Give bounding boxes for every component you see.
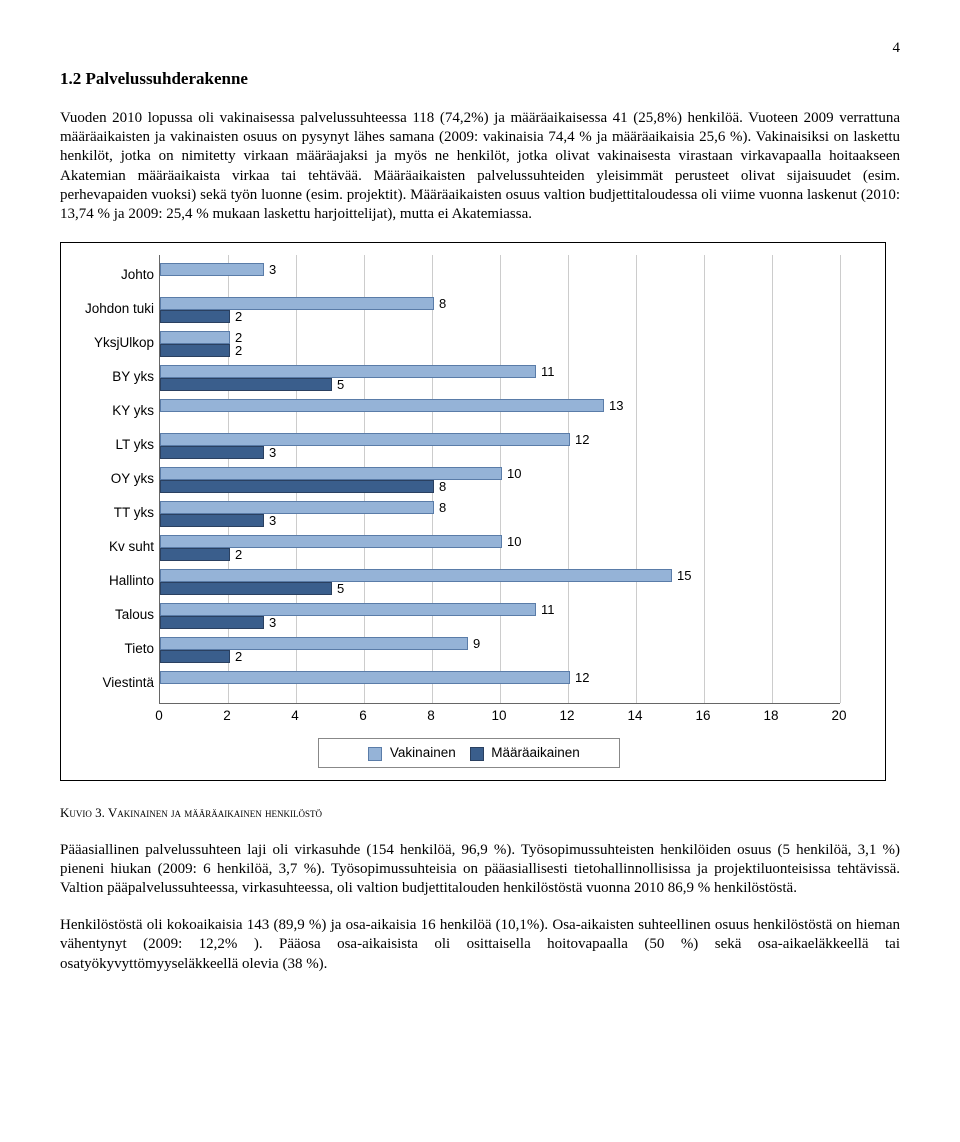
bar-value-label: 2 [229, 547, 242, 562]
chart-row: OY yks108 [160, 463, 840, 497]
bar-maaraaikainen: 3 [160, 446, 264, 459]
bar-maaraaikainen: 5 [160, 582, 332, 595]
bar-vakinainen: 8 [160, 501, 434, 514]
bar-vakinainen: 9 [160, 637, 468, 650]
page-number: 4 [60, 40, 900, 57]
bar-value-label: 3 [263, 615, 276, 630]
bar-vakinainen: 12 [160, 433, 570, 446]
bar-maaraaikainen: 5 [160, 378, 332, 391]
bar-value-label: 8 [433, 296, 446, 311]
bar-vakinainen: 10 [160, 467, 502, 480]
chart-row: YksjUlkop22 [160, 327, 840, 361]
chart-category-label: Johto [66, 267, 154, 282]
bar-maaraaikainen: 2 [160, 650, 230, 663]
bar-value-label: 8 [433, 479, 446, 494]
bar-value-label: 2 [229, 343, 242, 358]
bar-maaraaikainen: 2 [160, 310, 230, 323]
chart-row: TT yks83 [160, 497, 840, 531]
bar-value-label: 15 [671, 568, 691, 583]
bar-vakinainen: 15 [160, 569, 672, 582]
chart-category-label: OY yks [66, 471, 154, 486]
section-heading: 1.2 Palvelussuhderakenne [60, 69, 900, 89]
legend-label-vakinainen: Vakinainen [390, 745, 456, 760]
bar-maaraaikainen: 2 [160, 548, 230, 561]
chart-category-label: YksjUlkop [66, 335, 154, 350]
paragraph-1: Vuoden 2010 lopussa oli vakinaisessa pal… [60, 109, 900, 224]
caption-prefix: Kuvio 3. [60, 805, 105, 820]
bar-value-label: 12 [569, 670, 589, 685]
chart-x-tick: 0 [155, 708, 163, 723]
chart-category-label: KY yks [66, 403, 154, 418]
bar-value-label: 13 [603, 398, 623, 413]
legend-swatch-vakinainen [368, 747, 382, 761]
chart-category-label: BY yks [66, 369, 154, 384]
bar-value-label: 11 [535, 364, 555, 379]
chart-legend: Vakinainen Määräaikainen [318, 738, 620, 767]
paragraph-2: Pääasiallinen palvelussuhteen laji oli v… [60, 841, 900, 899]
caption-text: Vakinainen ja määräaikainen henkilöstö [105, 805, 322, 820]
chart-row: Johto3 [160, 259, 840, 293]
chart-row: BY yks115 [160, 361, 840, 395]
chart-x-tick: 10 [491, 708, 506, 723]
chart-row: Johdon tuki82 [160, 293, 840, 327]
bar-value-label: 11 [535, 602, 555, 617]
chart-category-label: Viestintä [66, 675, 154, 690]
bar-maaraaikainen: 2 [160, 344, 230, 357]
bar-value-label: 5 [331, 581, 344, 596]
chart-row: Viestintä12 [160, 667, 840, 701]
chart-category-label: Talous [66, 607, 154, 622]
chart-x-tick: 14 [627, 708, 642, 723]
bar-value-label: 12 [569, 432, 589, 447]
bar-vakinainen: 2 [160, 331, 230, 344]
bar-value-label: 9 [467, 636, 480, 651]
bar-value-label: 8 [433, 500, 446, 515]
bar-value-label: 2 [229, 309, 242, 324]
bar-value-label: 3 [263, 445, 276, 460]
chart-category-label: Tieto [66, 641, 154, 656]
chart-caption: Kuvio 3. Vakinainen ja määräaikainen hen… [60, 805, 900, 821]
bar-value-label: 3 [263, 513, 276, 528]
chart-x-tick: 20 [831, 708, 846, 723]
bar-value-label: 3 [263, 262, 276, 277]
chart-row: Tieto92 [160, 633, 840, 667]
chart-category-label: TT yks [66, 505, 154, 520]
bar-vakinainen: 10 [160, 535, 502, 548]
bar-vakinainen: 11 [160, 603, 536, 616]
bar-maaraaikainen: 8 [160, 480, 434, 493]
chart-plot-area: Johto3Johdon tuki82YksjUlkop22BY yks115K… [159, 255, 840, 704]
bar-value-label: 10 [501, 466, 521, 481]
bar-value-label: 10 [501, 534, 521, 549]
bar-maaraaikainen: 3 [160, 514, 264, 527]
bar-vakinainen: 13 [160, 399, 604, 412]
chart-row: Talous113 [160, 599, 840, 633]
chart-x-tick: 6 [359, 708, 367, 723]
chart-category-label: LT yks [66, 437, 154, 452]
paragraph-3: Henkilöstöstä oli kokoaikaisia 143 (89,9… [60, 916, 900, 974]
bar-vakinainen: 3 [160, 263, 264, 276]
chart-row: Hallinto155 [160, 565, 840, 599]
bar-value-label: 2 [229, 649, 242, 664]
chart-x-axis: 02468101214161820 [159, 704, 839, 724]
chart-gridline [840, 255, 841, 703]
chart-row: Kv suht102 [160, 531, 840, 565]
chart-category-label: Kv suht [66, 539, 154, 554]
bar-value-label: 5 [331, 377, 344, 392]
chart-category-label: Johdon tuki [66, 301, 154, 316]
bar-vakinainen: 12 [160, 671, 570, 684]
chart-x-tick: 4 [291, 708, 299, 723]
chart-x-tick: 18 [763, 708, 778, 723]
personnel-chart: Johto3Johdon tuki82YksjUlkop22BY yks115K… [60, 242, 886, 780]
chart-row: LT yks123 [160, 429, 840, 463]
legend-swatch-maaraaikainen [470, 747, 484, 761]
bar-vakinainen: 11 [160, 365, 536, 378]
chart-x-tick: 12 [559, 708, 574, 723]
chart-x-tick: 8 [427, 708, 435, 723]
chart-category-label: Hallinto [66, 573, 154, 588]
bar-maaraaikainen: 3 [160, 616, 264, 629]
bar-vakinainen: 8 [160, 297, 434, 310]
legend-label-maaraaikainen: Määräaikainen [491, 745, 580, 760]
chart-x-tick: 16 [695, 708, 710, 723]
chart-x-tick: 2 [223, 708, 231, 723]
chart-row: KY yks13 [160, 395, 840, 429]
